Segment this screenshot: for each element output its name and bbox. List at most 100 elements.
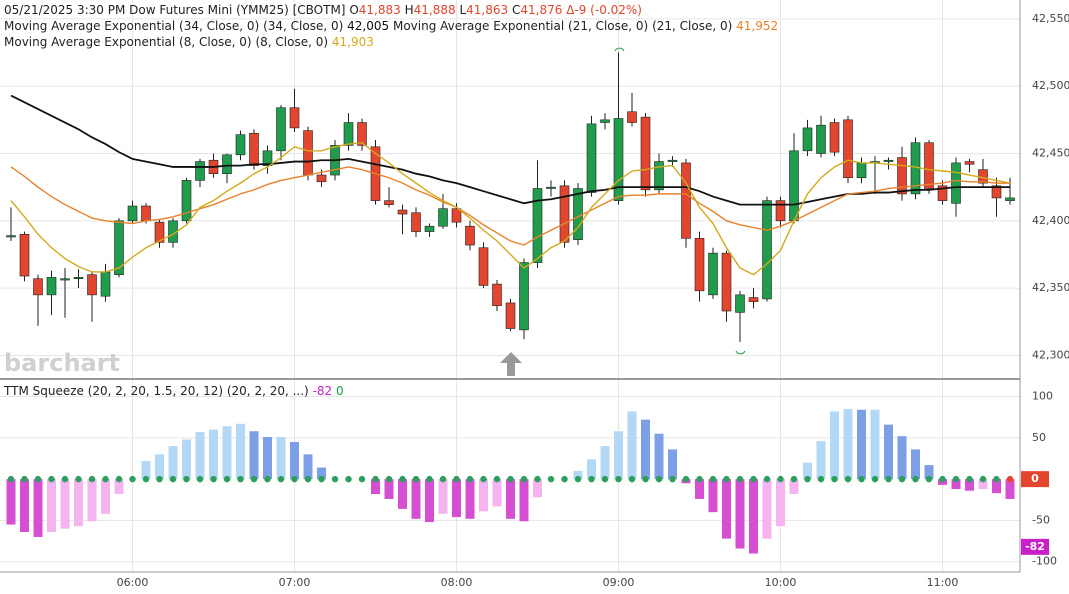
candle-body [694,238,705,292]
squeeze-dot: #2e9e5e [277,475,285,483]
squeeze-dot: #2e9e5e [696,475,703,483]
squeeze-dot: #2e9e5e [723,475,730,483]
candle-body [465,225,475,246]
histogram-bar [155,454,164,480]
header: 05/21/2025 3:30 PM Dow Futures Mini (YMM… [4,3,642,17]
ema-line [10,166,1010,246]
histogram-bar [951,479,961,490]
histogram-bar [6,479,16,525]
squeeze-dot: #2e9e5e [412,475,420,483]
legend-params: (20, 2, 20, ...) [227,384,309,398]
histogram-bar [992,479,1001,494]
histogram-bar [722,479,731,539]
histogram-bar [965,479,974,491]
y-tick-label: 42,300 [1032,348,1069,361]
squeeze-dot: #2e9e5e [655,475,663,483]
histogram-bar [20,479,29,532]
squeeze-dot: #2e9e5e [196,475,204,483]
squeeze-dot: #2e9e5e [628,475,636,483]
histogram-bar [627,411,637,480]
squeeze-dot: #2e9e5e [210,475,217,483]
histogram-bar [573,470,583,480]
value-badge [1021,538,1049,555]
legend-value: -82 [313,384,333,398]
candle-body [829,122,840,153]
squeeze-dot: #2e9e5e [912,475,919,483]
squeeze-dot: #2e9e5e [507,475,514,483]
histogram-bar [33,479,43,537]
candle-body [613,118,624,201]
candle-body [195,161,205,181]
candle-body [586,123,597,193]
histogram-bar [452,479,461,518]
histogram-bar [776,479,785,527]
histogram-bar [182,439,191,480]
y-tick-label: 42,350 [1032,281,1069,294]
y-tick-label: 42,500 [1032,79,1069,92]
squeeze-dot: #2e9e5e [453,475,460,483]
candle-body [276,107,286,152]
squeeze-dot: #2e9e5e [574,475,582,483]
candle-body [883,159,894,162]
legend-name: Moving Average Exponential (8, Close, 0) [4,35,252,49]
histogram-bar [479,479,488,512]
candle-body [73,277,84,280]
candle-body [262,150,273,166]
candle-body [721,252,732,312]
histogram-bar [533,479,542,498]
squeeze-dot: #2e9e5e [763,475,771,483]
candle-body [114,220,124,275]
squeeze-dot: #2e9e5e [34,475,42,483]
squeeze-dot: #2e9e5e [48,475,55,483]
histogram-bar [222,426,232,480]
legend-value: 41,903 [332,35,374,49]
histogram-bar [290,441,299,480]
histogram-bar [749,479,758,554]
value-badge-label: -82 [1025,540,1045,553]
histogram-bar [114,479,124,494]
squeeze-dot: #2e9e5e [7,475,15,483]
pivot-marker [735,350,746,355]
y-tick-label: 42,450 [1032,146,1069,159]
squeeze-dot: #2e9e5e [223,475,231,483]
candle-body [816,124,826,154]
squeeze-dot: #2e9e5e [426,475,433,483]
candle-body [573,188,583,240]
candle-body [654,161,664,191]
histogram-bar [654,433,664,480]
value-badge-label: 0 [1031,472,1039,485]
squeeze-dot: #2e9e5e [817,475,825,483]
histogram-bar [695,479,704,499]
squeeze-dot: #2e9e5e [480,475,487,483]
squeeze-dot: #2e9e5e [588,475,595,483]
quote-value: 41,863 [466,3,508,17]
change: Δ-9 (-0.02%) [566,3,642,17]
ttm-legend: TTM Squeeze (20, 2, 20, 1.5, 20, 12) (20… [3,384,344,398]
squeeze-dot: #2e9e5e [520,475,528,483]
histogram-bar [978,479,988,490]
x-tick-label: 07:00 [279,576,311,589]
squeeze-dot: #2e9e5e [736,475,744,483]
pivot-marker [614,47,625,52]
histogram-bar [492,479,502,507]
candle-body [141,205,151,222]
y-tick-label: 42,400 [1032,214,1069,227]
squeeze-dot: #2e9e5e [385,475,393,483]
histogram-bar [830,411,839,480]
candle-body [519,262,529,331]
histogram-bar [803,462,812,480]
candle-body [127,205,138,222]
squeeze-dot: #2e9e5e [129,475,136,483]
quote-label: O [349,3,358,17]
candle-body [343,122,354,146]
squeeze-dot: #2e9e5e [669,475,676,483]
candle-body [708,252,718,296]
candle-body [249,132,259,166]
histogram-bar [843,408,853,480]
squeeze-dot: #2e9e5e [709,475,717,483]
candle-body [937,185,948,201]
histogram-bar [465,479,475,519]
squeeze-dot: #2e9e5e [250,475,258,483]
candle-body [505,302,516,329]
